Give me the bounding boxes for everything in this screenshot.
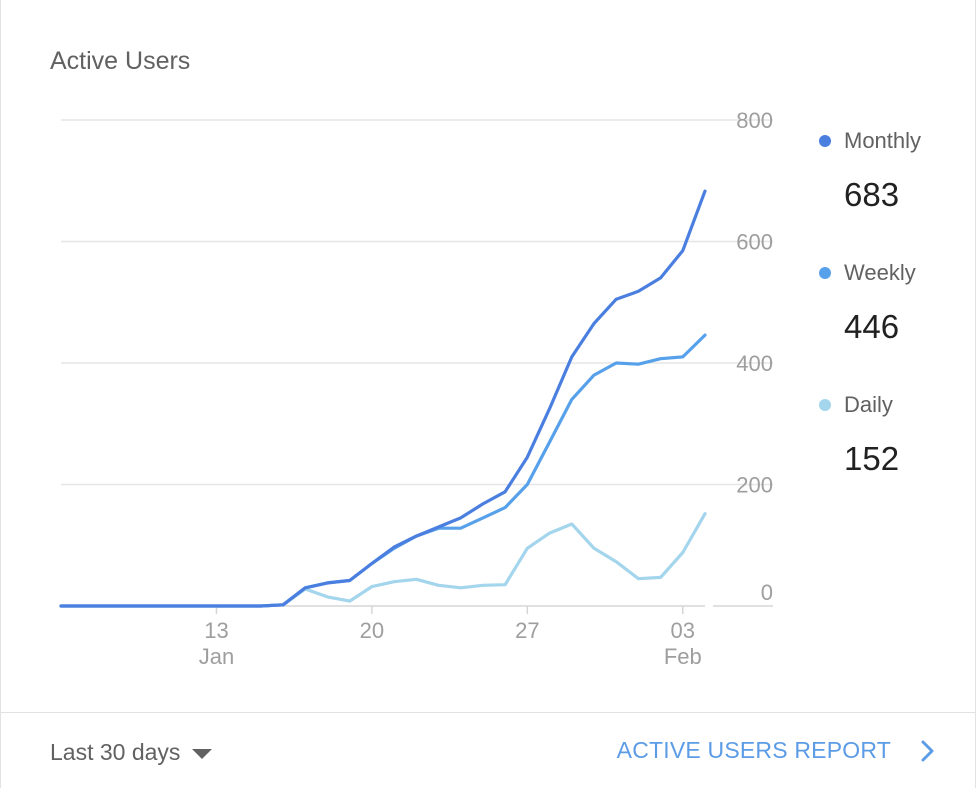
legend-value-daily: 152 — [844, 440, 900, 477]
y-tick-label-400: 400 — [736, 351, 773, 376]
x-tick-label-03: 03 — [671, 618, 695, 643]
y-tick-label-800: 800 — [736, 108, 773, 133]
legend-item-daily: Daily 152 — [819, 392, 921, 524]
y-tick-label-200: 200 — [736, 473, 773, 498]
report-link-label: ACTIVE USERS REPORT — [616, 737, 891, 763]
date-range-label: Last 30 days — [50, 739, 181, 765]
legend-label-weekly: Weekly — [844, 260, 916, 285]
legend-label-monthly: Monthly — [844, 128, 922, 153]
series-line-daily — [59, 512, 707, 608]
card-footer: Last 30 days ACTIVE USERS REPORT — [1, 712, 975, 789]
legend-dot-weekly — [819, 267, 831, 279]
x-tick-label-feb: Feb — [664, 644, 702, 669]
legend-value-weekly: 446 — [844, 308, 900, 345]
y-tick-label-0: 0 — [761, 580, 773, 605]
legend-dot-monthly — [819, 135, 831, 147]
legend-item-monthly: Monthly 683 — [819, 128, 921, 260]
chart-legend: Monthly 683 Weekly 446 Daily 152 — [819, 128, 921, 524]
legend-item-weekly: Weekly 446 — [819, 260, 921, 392]
x-tick-label-20: 20 — [360, 618, 384, 643]
x-tick-label-13: 13 — [204, 618, 228, 643]
y-tick-label-600: 600 — [736, 230, 773, 255]
series-line-weekly — [59, 333, 707, 608]
card-title: Active Users — [50, 47, 191, 75]
legend-dot-daily — [819, 399, 831, 411]
x-tick-label-27: 27 — [515, 618, 539, 643]
series-line-monthly — [59, 189, 707, 608]
caret-down-icon — [192, 748, 213, 759]
active-users-report-link[interactable]: ACTIVE USERS REPORT — [617, 737, 935, 764]
legend-label-daily: Daily — [844, 392, 893, 417]
x-tick-label-jan: Jan — [199, 644, 234, 669]
legend-value-monthly: 683 — [844, 176, 900, 213]
date-range-selector[interactable]: Last 30 days — [50, 739, 213, 766]
chevron-right-icon — [921, 740, 934, 761]
